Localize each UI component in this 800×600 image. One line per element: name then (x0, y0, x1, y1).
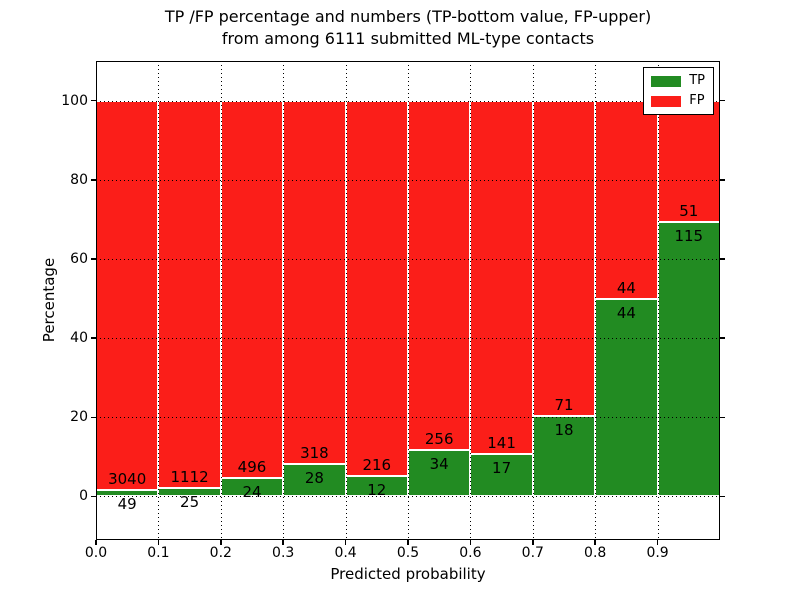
y-axis-tick (91, 258, 96, 260)
fp-count-label: 216 (362, 455, 392, 474)
x-axis-tick (157, 540, 160, 545)
x-axis-tick (469, 540, 472, 545)
v-gridline (470, 61, 472, 540)
chart-title-line1: TP /FP percentage and numbers (TP-bottom… (164, 7, 652, 26)
fp-count-label: 44 (616, 278, 636, 297)
x-tick-label: 0.5 (396, 545, 420, 561)
x-axis-tick (282, 540, 284, 545)
x-tick-label: 0.8 (584, 545, 607, 561)
y-axis-tick (91, 495, 96, 498)
y-tick-label: 20 (70, 409, 88, 426)
x-tick-label: 0.9 (646, 545, 669, 561)
y-tick-label: 0 (79, 488, 88, 505)
x-axis-tick (95, 540, 97, 545)
x-axis-tick (220, 540, 222, 545)
tp-count-label: 25 (180, 492, 200, 511)
v-gridline (345, 61, 347, 540)
tp-count-label: 18 (554, 421, 574, 440)
tp-legend-swatch-icon (651, 75, 682, 87)
fp-bar-segment (220, 100, 284, 479)
plot-area: 3040 49 1112 25 496 24 318 28 216 12 256 34 141 17 71 1… (96, 61, 720, 540)
y-axis-tick (91, 337, 96, 339)
x-axis-tick (407, 540, 409, 545)
fp-count-label: 318 (300, 444, 329, 463)
y-tick-label: 80 (70, 171, 88, 188)
v-gridline (657, 61, 659, 540)
x-tick-label: 0.3 (272, 545, 295, 561)
tp-count-label: 115 (674, 227, 704, 246)
tp-bar-segment (408, 450, 471, 497)
y-axis-tick (91, 179, 96, 181)
v-gridline (532, 61, 534, 540)
fp-count-label: 496 (237, 458, 267, 477)
x-axis-tick (344, 540, 347, 545)
tp-bar-segment (532, 416, 596, 497)
y-axis-tick (91, 99, 96, 102)
x-tick-label: 0.0 (84, 545, 108, 561)
y-axis-tick-right (720, 179, 725, 181)
tp-bar-segment (657, 222, 720, 497)
fp-legend-swatch-icon (651, 95, 682, 107)
tp-count-label: 49 (117, 495, 137, 514)
fp-count-label: 3040 (108, 470, 147, 489)
legend-item-fp: FP (651, 94, 705, 108)
legend-item-tp: TP (651, 74, 705, 88)
chart-title: TP /FP percentage and numbers (TP-bottom… (96, 6, 720, 50)
y-axis-label: Percentage (40, 257, 58, 343)
v-gridline (158, 61, 160, 540)
legend-label-tp: TP (689, 73, 705, 88)
fp-bar-segment (595, 100, 658, 299)
fp-count-label: 141 (487, 433, 516, 452)
fp-count-label: 51 (679, 202, 699, 221)
y-axis-tick-right (720, 337, 725, 339)
tp-count-label: 24 (242, 483, 262, 502)
y-tick-label: 100 (61, 92, 88, 109)
x-tick-label: 0.2 (209, 545, 232, 561)
y-axis-tick-right (720, 416, 725, 419)
x-tick-label: 0.7 (521, 545, 544, 561)
x-axis-tick (656, 540, 659, 545)
legend: TP FP (643, 67, 714, 115)
v-gridline (283, 61, 285, 540)
tp-count-label: 28 (304, 469, 324, 488)
fp-bar-segment (470, 100, 533, 454)
y-tick-label: 60 (70, 250, 88, 267)
fp-count-label: 256 (424, 430, 454, 449)
fp-bar-segment (283, 100, 346, 465)
fp-count-label: 71 (554, 396, 574, 415)
tp-bar-segment (595, 298, 658, 497)
tp-bar-segment (283, 464, 346, 497)
tp-count-label: 44 (616, 303, 636, 322)
v-gridline (408, 61, 409, 540)
fp-count-label: 1112 (170, 467, 209, 486)
v-gridline (220, 61, 222, 540)
y-tick-label: 40 (70, 330, 88, 347)
y-axis-tick-right (720, 99, 725, 102)
fp-bar-segment (96, 100, 159, 491)
tp-count-label: 17 (492, 458, 512, 477)
v-gridline (595, 61, 597, 540)
y-axis-tick-right (720, 258, 725, 260)
fp-bar-segment (345, 100, 408, 476)
x-tick-label: 0.4 (334, 545, 357, 561)
fp-bar-segment (158, 100, 221, 488)
x-axis-tick (532, 540, 534, 545)
tp-count-label: 12 (367, 480, 387, 499)
tp-bar-segment (470, 453, 533, 497)
x-tick-label: 0.1 (147, 545, 170, 561)
tp-count-label: 34 (429, 455, 449, 474)
x-axis-tick (594, 540, 596, 545)
chart-title-line2: from among 6111 submitted ML-type contac… (221, 29, 595, 48)
y-axis-tick (91, 416, 96, 419)
y-axis-tick-right (720, 495, 725, 498)
x-axis-label: Predicted probability (330, 565, 486, 583)
legend-label-fp: FP (689, 93, 705, 108)
x-tick-label: 0.6 (459, 545, 482, 561)
fp-bar-segment (408, 100, 471, 451)
